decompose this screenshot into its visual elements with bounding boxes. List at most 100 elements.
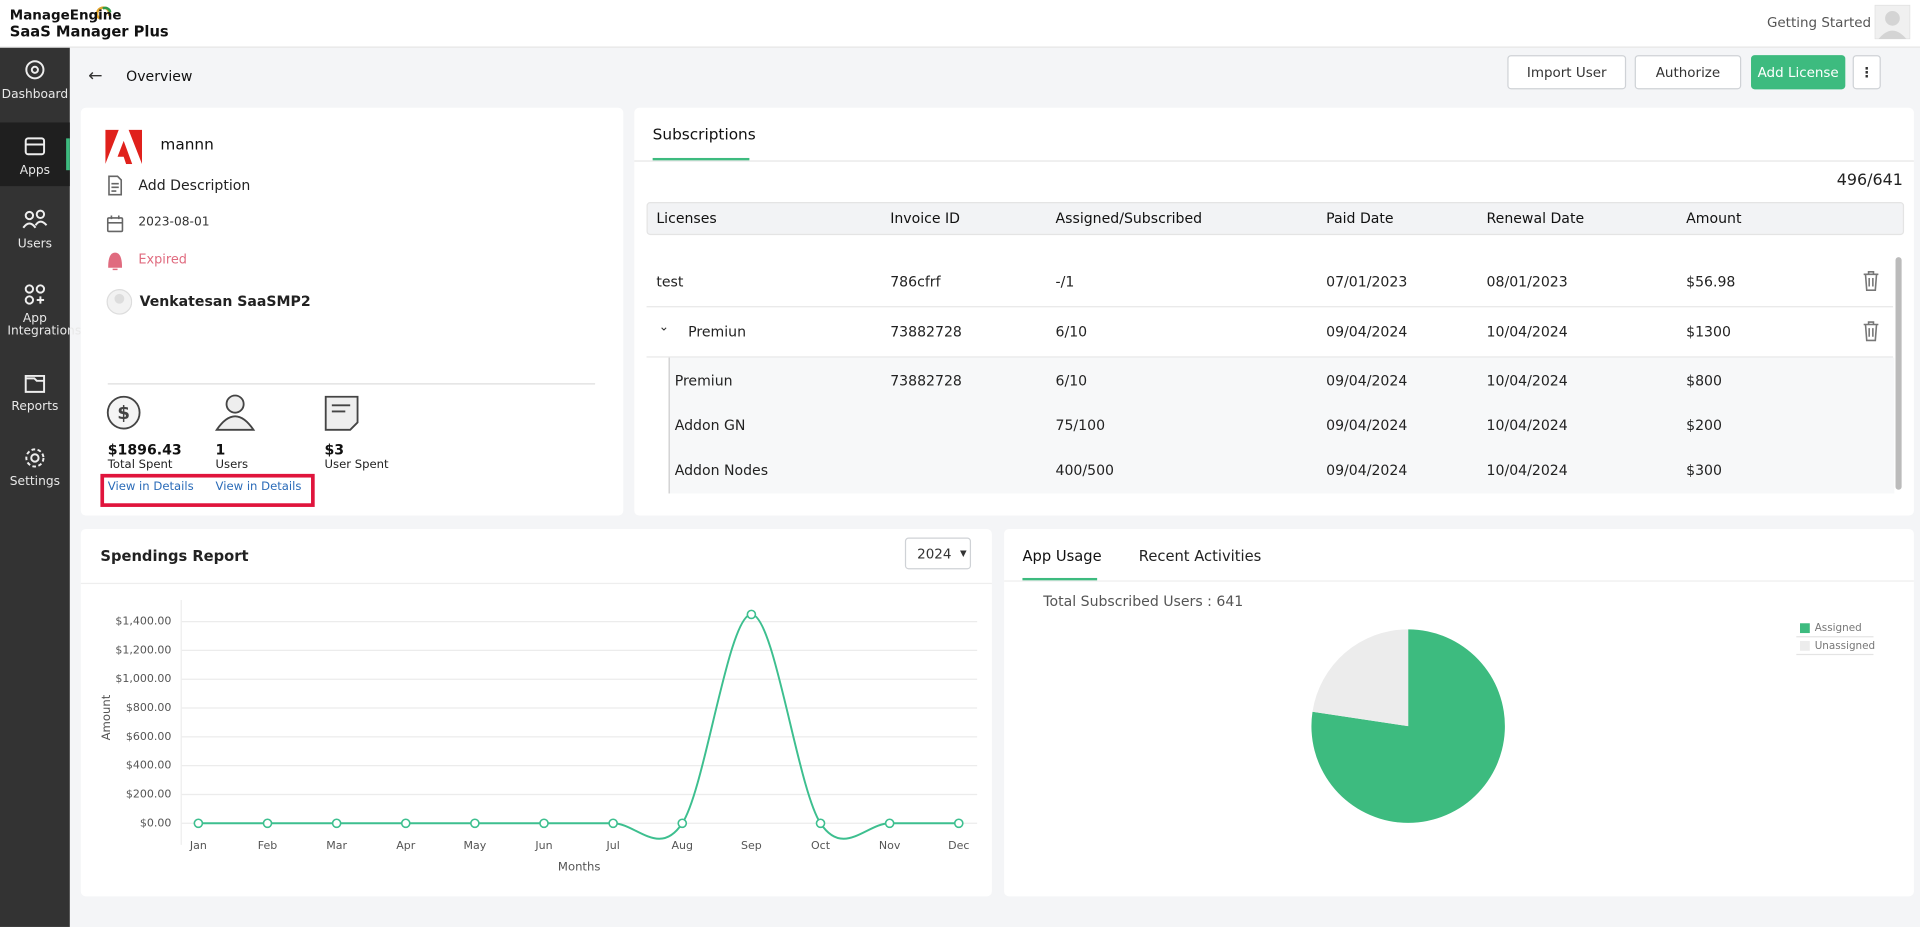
x-tick-label: Jun xyxy=(534,839,552,852)
app-card xyxy=(80,107,624,516)
back-arrow[interactable]: ← xyxy=(88,66,103,86)
table-cell: 6/10 xyxy=(1055,323,1088,341)
x-tick-label: Dec xyxy=(948,839,969,852)
y-tick-label: $1,200.00 xyxy=(115,643,171,656)
table-cell: 6/10 xyxy=(1055,372,1088,390)
license-count: 496/641 xyxy=(1836,171,1903,190)
pie-title: Total Subscribed Users : 641 xyxy=(1043,592,1244,610)
point xyxy=(677,818,688,829)
point xyxy=(539,818,549,829)
app-status: Expired xyxy=(138,252,187,267)
x-tick-label: Sep xyxy=(741,839,762,852)
table-cell: Premiun xyxy=(674,372,733,390)
x-tick-label: Jul xyxy=(605,839,619,852)
nav-reports[interactable]: Reports xyxy=(11,400,59,414)
logo-mark xyxy=(95,6,112,20)
table-cell: 09/04/2024 xyxy=(1326,372,1408,390)
table-cell: 73882728 xyxy=(890,323,962,341)
brand: ManageEngine xyxy=(9,7,122,24)
add-license-button[interactable]: Add License xyxy=(1751,55,1846,90)
table-cell: $1300 xyxy=(1686,323,1731,341)
product: SaaS Manager Plus xyxy=(9,23,169,41)
legend-label: Unassigned xyxy=(1815,640,1875,652)
x-tick-label: Nov xyxy=(879,839,901,852)
activities-tab[interactable]: Recent Activities xyxy=(1138,547,1262,565)
scrollbar xyxy=(1895,257,1902,490)
table-header xyxy=(646,202,1905,236)
highlight-box xyxy=(100,473,315,507)
point xyxy=(953,818,964,829)
y-tick-label: $200.00 xyxy=(126,787,172,800)
legend-swatch xyxy=(1800,641,1810,651)
point xyxy=(746,609,757,620)
table-cell: Premiun xyxy=(688,323,747,341)
x-tick-label: Feb xyxy=(258,839,278,852)
active-indicator xyxy=(66,138,70,171)
nav-apps[interactable]: Apps xyxy=(19,164,51,178)
getting-started[interactable]: Getting Started xyxy=(1766,14,1872,31)
y-tick-label: $400.00 xyxy=(126,759,172,772)
tab-underline xyxy=(1022,577,1098,581)
x-tick-label: Oct xyxy=(811,839,831,852)
stat-label: Total Spent xyxy=(107,457,173,472)
table-cell: 400/500 xyxy=(1055,461,1115,479)
pie-slice xyxy=(1311,629,1505,823)
column-header: Invoice ID xyxy=(890,209,961,227)
point xyxy=(470,818,480,829)
table-cell: 10/04/2024 xyxy=(1486,461,1568,479)
nav-integrations[interactable]: App Integrations xyxy=(7,312,82,338)
table-cell: 09/04/2024 xyxy=(1326,323,1408,341)
year-select[interactable]: 2024 ▼ xyxy=(904,537,972,570)
y-tick-label: $1,400.00 xyxy=(115,615,171,628)
table-cell: 786cfrf xyxy=(890,273,941,291)
page-title: Overview xyxy=(126,67,193,85)
nav-users[interactable]: Users xyxy=(17,237,53,252)
avatar[interactable] xyxy=(1874,4,1911,40)
table-cell: 73882728 xyxy=(890,372,962,390)
point xyxy=(331,818,342,829)
divider xyxy=(80,582,992,585)
expand-chevron[interactable]: ⌄ xyxy=(658,320,670,335)
column-header: Paid Date xyxy=(1326,209,1394,227)
spendings-title: Spendings Report xyxy=(100,547,249,565)
table-cell: 09/04/2024 xyxy=(1326,461,1408,479)
stat-value: $3 xyxy=(324,440,345,458)
more-button[interactable]: ⋮ xyxy=(1852,55,1881,90)
x-tick-label: Mar xyxy=(326,839,347,852)
subscriptions-tab[interactable]: Subscriptions xyxy=(652,124,756,144)
point xyxy=(262,818,273,829)
delete-icon[interactable] xyxy=(1862,271,1879,292)
stat-label: Users xyxy=(215,457,249,472)
svg-text:$: $ xyxy=(117,403,130,424)
table-cell: 10/04/2024 xyxy=(1486,416,1568,434)
table-cell: test xyxy=(656,273,684,291)
info-icons xyxy=(106,175,124,271)
point xyxy=(608,818,618,829)
table-cell: 08/01/2023 xyxy=(1486,273,1568,291)
column-header: Renewal Date xyxy=(1486,209,1585,227)
nav-dashboard[interactable]: Dashboard xyxy=(1,88,69,102)
usage-tab[interactable]: App Usage xyxy=(1022,547,1102,565)
add-description[interactable]: Add Description xyxy=(138,176,251,194)
table-cell: 10/04/2024 xyxy=(1486,372,1568,390)
subrows-bg xyxy=(668,357,1895,494)
x-tick-label: May xyxy=(463,839,486,852)
year-value: 2024 xyxy=(917,545,952,562)
table-cell: 09/04/2024 xyxy=(1326,416,1408,434)
y-tick-label: $800.00 xyxy=(126,701,172,714)
top-bar xyxy=(0,0,1920,48)
details-link[interactable]: View in Details xyxy=(215,480,302,494)
app-owner: Venkatesan SaaSMP2 xyxy=(139,292,311,310)
stat-label: User Spent xyxy=(324,457,389,472)
delete-icon[interactable] xyxy=(1862,321,1879,342)
app-name: mannn xyxy=(160,134,214,154)
table-cell: $56.98 xyxy=(1686,273,1736,291)
import-user-button[interactable]: Import User xyxy=(1507,55,1627,90)
authorize-button[interactable]: Authorize xyxy=(1634,55,1742,90)
x-axis-label: Months xyxy=(558,859,601,873)
divider xyxy=(634,160,1914,162)
y-tick-label: $600.00 xyxy=(126,730,172,743)
y-tick-label: $1,000.00 xyxy=(115,672,171,685)
details-link[interactable]: View in Details xyxy=(107,480,194,494)
nav-settings[interactable]: Settings xyxy=(9,475,61,489)
